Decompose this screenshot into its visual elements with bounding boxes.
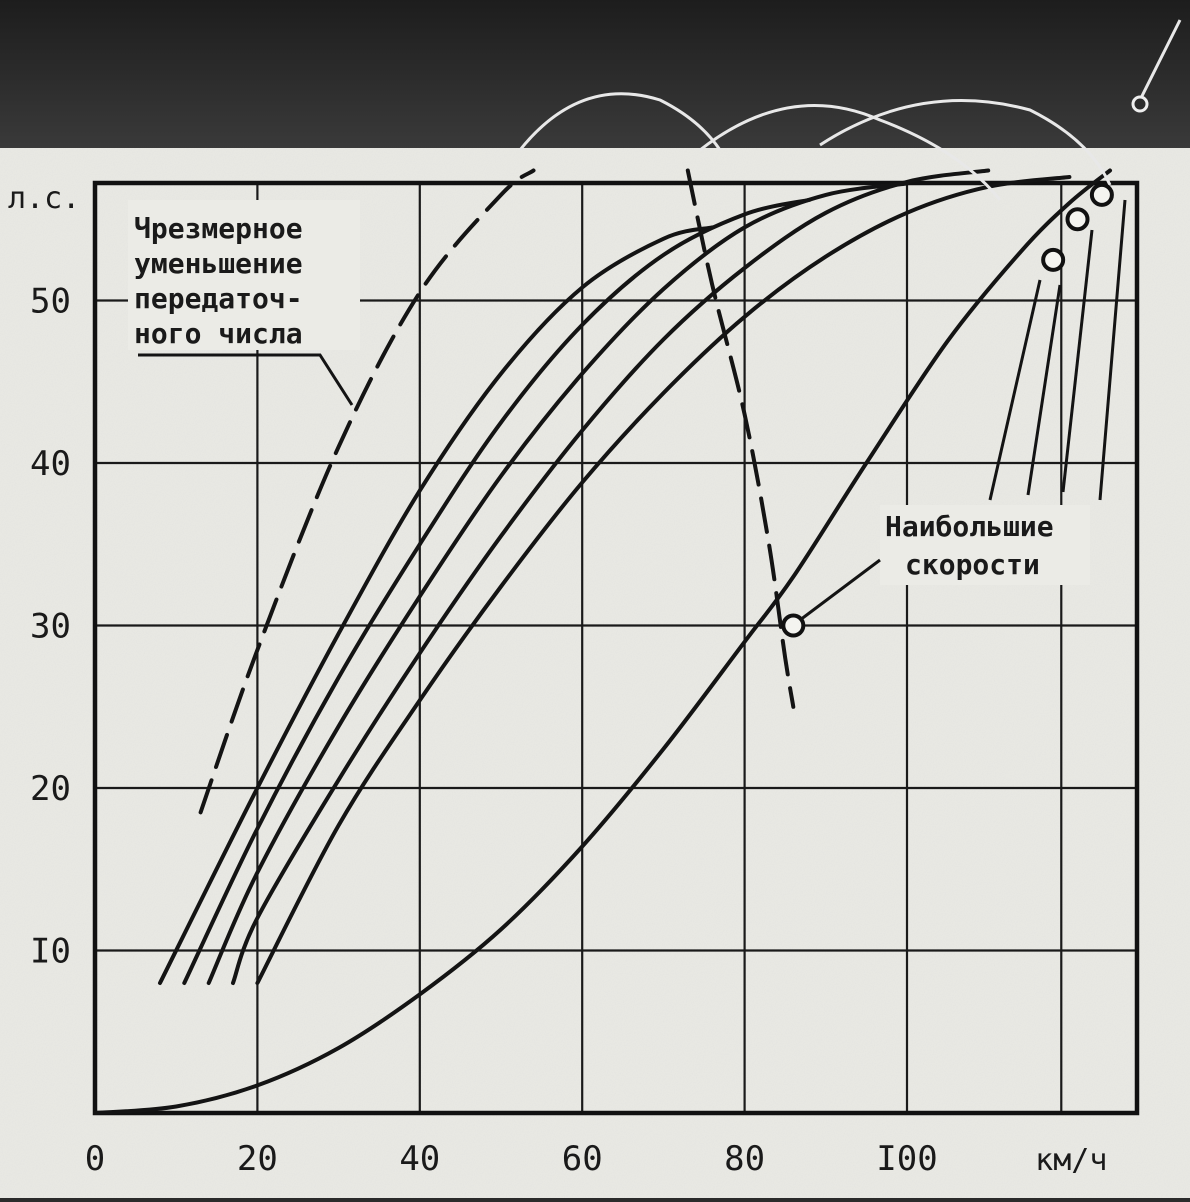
engine-power-curve: [231, 168, 991, 985]
excessive-reduction-annotation-line: Чрезмерное: [134, 212, 303, 245]
resistance-curve: [93, 168, 1112, 1115]
annotation-pointer: [988, 279, 1042, 501]
tick-labels: 0 20 40 60 80 I00 км/ч I0 20 30 40 50 л.с.: [8, 181, 1107, 1179]
marker-group: [781, 182, 1114, 638]
excessive-reduction-annotation-line: ного числа: [134, 317, 303, 350]
dark-top-band: [0, 0, 1190, 150]
y-axis-unit-label: л.с.: [8, 181, 80, 216]
grid: [92, 180, 1140, 1116]
max-speed-marker: [1089, 182, 1114, 207]
x-tick-label: 40: [399, 1139, 440, 1179]
excessive-reduction-dashed-line: [198, 168, 536, 815]
x-tick-label: 20: [237, 1139, 278, 1179]
annotation-pointer: [799, 558, 881, 622]
power-curve-arc-top: [699, 104, 1002, 201]
curve-extension-top: [1138, 19, 1182, 101]
series-group: [93, 19, 1182, 1115]
y-tick-label: I0: [30, 932, 71, 972]
annotation-background: [880, 505, 1090, 585]
x-axis-unit-label: км/ч: [1035, 1143, 1107, 1178]
annotation-pointer: [1098, 199, 1127, 501]
engine-power-curve: [182, 197, 812, 985]
excessive-reduction-dashed-line: [685, 168, 796, 709]
top-intersection-marker: [1131, 95, 1149, 113]
engine-power-curve: [158, 225, 715, 985]
y-tick-label: 50: [30, 282, 71, 322]
x-tick-label: I00: [876, 1139, 937, 1179]
annotation-pointer: [1026, 284, 1062, 496]
excessive-reduction-annotation-line: передаточ-: [134, 282, 303, 315]
max-speed-marker: [781, 613, 806, 638]
annotation-pointer: [1061, 229, 1094, 493]
power-curve-arc-top: [819, 99, 1112, 186]
x-tick-label: 0: [85, 1139, 105, 1179]
engine-power-curve: [255, 175, 1072, 985]
power-curve-arc-top: [518, 92, 722, 151]
max-speed-marker: [1041, 247, 1066, 272]
excessive-reduction-annotation-line: уменьшение: [134, 247, 303, 280]
x-tick-label: 80: [724, 1139, 765, 1179]
max-speed-marker: [1065, 207, 1090, 232]
plot-frame: [92, 180, 1140, 1116]
y-tick-label: 40: [30, 444, 71, 484]
annotation-background: [128, 200, 360, 350]
engine-power-curve: [206, 181, 909, 985]
x-tick-label: 60: [562, 1139, 603, 1179]
y-tick-label: 30: [30, 607, 71, 647]
max-speed-annotation-line: Наибольшие: [885, 510, 1054, 543]
annotation-pointer: [138, 353, 354, 406]
max-speed-annotation-line: скорости: [905, 548, 1040, 581]
y-tick-label: 20: [30, 769, 71, 809]
